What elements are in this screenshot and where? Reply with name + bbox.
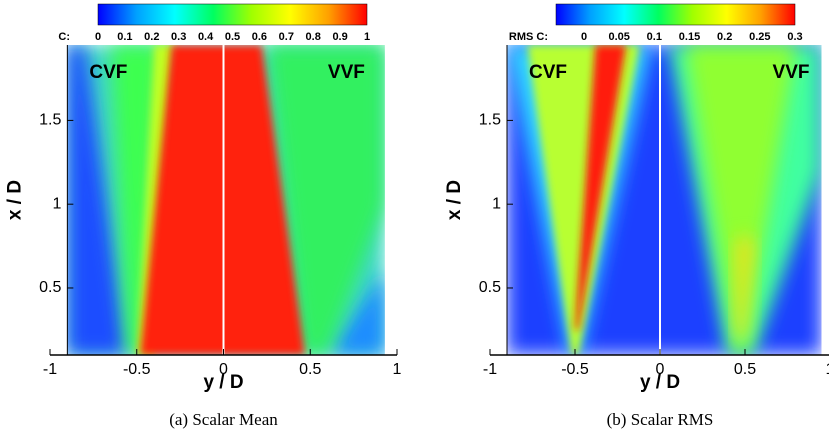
annotation: VVF bbox=[773, 62, 810, 83]
x-tick-label: 0 bbox=[219, 361, 228, 378]
colorbar-label: RMS C: bbox=[509, 31, 548, 43]
colorbar-tick-label: 0.4 bbox=[198, 31, 214, 43]
colorbar-tick-label: 0.05 bbox=[608, 31, 629, 43]
annotation: CVF bbox=[89, 62, 127, 83]
y-tick-label: 0.5 bbox=[39, 279, 61, 296]
field-region bbox=[685, 45, 796, 355]
caption: (a) Scalar Mean bbox=[169, 410, 278, 429]
field-region bbox=[736, 237, 754, 339]
field-region bbox=[327, 271, 385, 355]
colorbar-tick-label: 0.3 bbox=[787, 31, 802, 43]
contour-field bbox=[67, 45, 385, 355]
colorbar-tick-label: 0.15 bbox=[679, 31, 700, 43]
colorbar-label: C: bbox=[58, 31, 70, 43]
colorbar-tick-label: 0.5 bbox=[225, 31, 240, 43]
colorbar-tick-label: 0.9 bbox=[332, 31, 347, 43]
y-tick-label: 1.5 bbox=[39, 112, 61, 129]
colorbar-tick-label: 0.7 bbox=[279, 31, 294, 43]
y-tick-label: 1 bbox=[52, 195, 61, 212]
colorbar bbox=[555, 3, 796, 26]
x-axis-label: y / D bbox=[203, 372, 243, 393]
annotation: CVF bbox=[529, 62, 567, 83]
y-tick-label: 1.5 bbox=[479, 112, 501, 129]
x-tick-label: -0.5 bbox=[123, 361, 151, 378]
colorbar-tick-label: 0.25 bbox=[749, 31, 770, 43]
colorbar-tick-label: 0.1 bbox=[647, 31, 662, 43]
x-tick-label: 1 bbox=[393, 361, 402, 378]
colorbar-tick-label: 0 bbox=[95, 31, 101, 43]
x-tick-label: -1 bbox=[43, 361, 57, 378]
x-axis-label: y / D bbox=[640, 372, 680, 393]
contour-field bbox=[507, 45, 822, 355]
colorbar-tick-label: 0 bbox=[581, 31, 587, 43]
colorbar-tick-label: 0.2 bbox=[717, 31, 732, 43]
y-tick-label: 1 bbox=[492, 195, 501, 212]
x-tick-label: 1 bbox=[826, 361, 829, 378]
colorbar bbox=[97, 3, 368, 26]
colorbar-tick-label: 1 bbox=[364, 31, 370, 43]
y-axis-label: x / D bbox=[4, 180, 25, 220]
field-region bbox=[266, 45, 385, 355]
x-tick-label: -0.5 bbox=[561, 361, 589, 378]
x-tick-label: 0 bbox=[656, 361, 665, 378]
colorbar-tick-label: 0.1 bbox=[117, 31, 132, 43]
y-axis-label: x / D bbox=[444, 180, 465, 220]
x-tick-label: -1 bbox=[483, 361, 497, 378]
caption: (b) Scalar RMS bbox=[607, 410, 714, 429]
colorbar-tick-label: 0.8 bbox=[306, 31, 321, 43]
field-region bbox=[575, 45, 626, 330]
y-tick-label: 0.5 bbox=[479, 279, 501, 296]
x-tick-label: 0.5 bbox=[299, 361, 321, 378]
x-tick-label: 0.5 bbox=[734, 361, 756, 378]
colorbar-tick-label: 0.2 bbox=[144, 31, 159, 43]
annotation: VVF bbox=[328, 62, 365, 83]
field-region bbox=[67, 45, 129, 355]
colorbar-tick-label: 0.6 bbox=[252, 31, 267, 43]
colorbar-tick-label: 0.3 bbox=[171, 31, 186, 43]
